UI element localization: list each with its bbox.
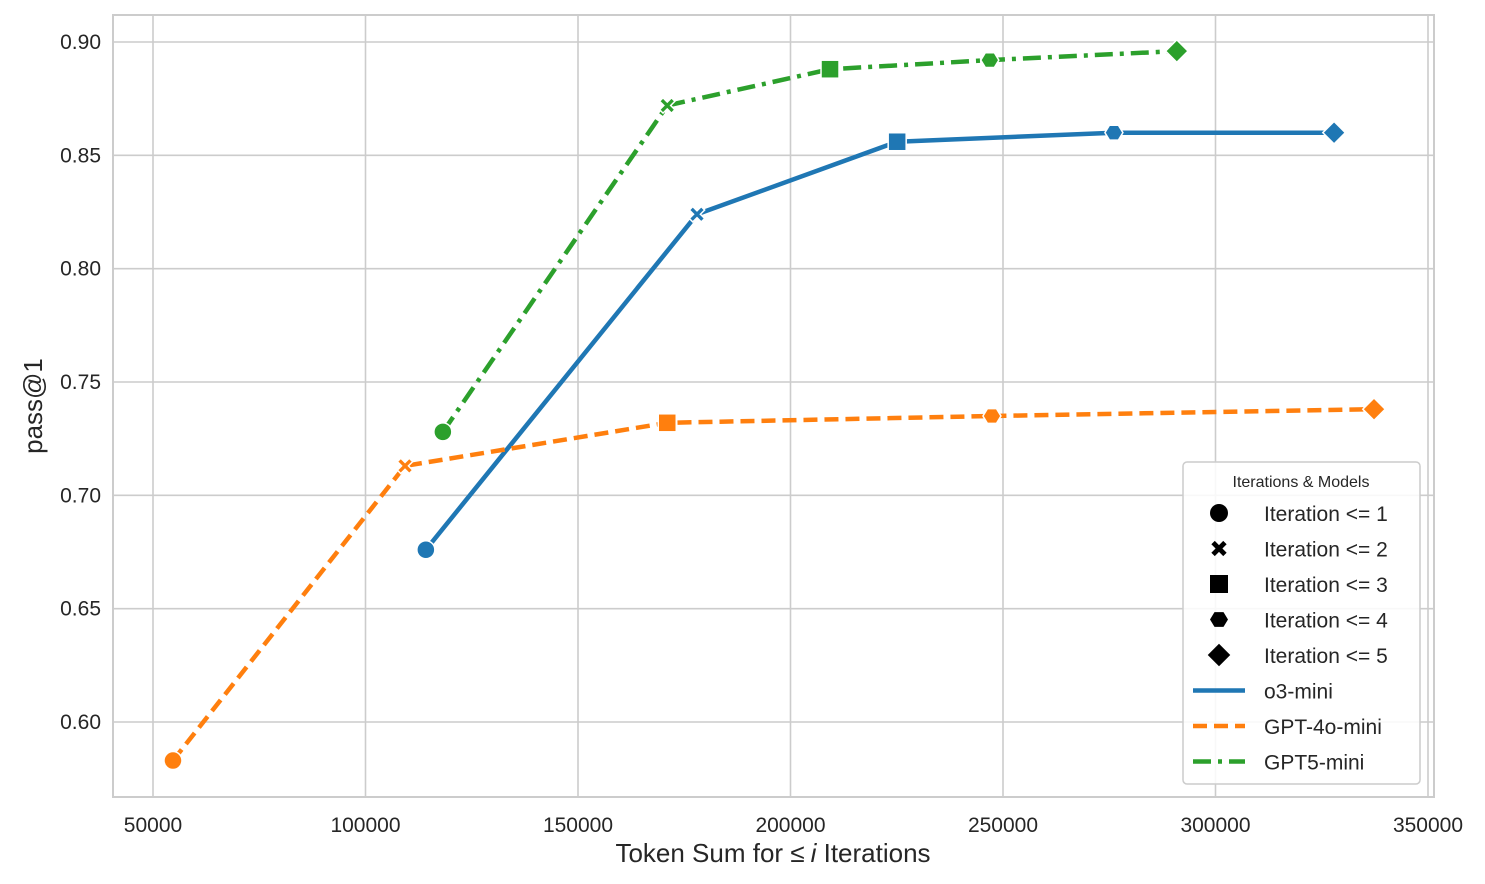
x-tick-label: 350000 — [1393, 814, 1463, 837]
y-tick-label: 0.70 — [60, 484, 101, 507]
legend-item: Iteration <= 4 — [1210, 610, 1388, 633]
marker-hexagon-icon — [979, 51, 1000, 69]
series-line — [441, 48, 1177, 434]
legend-item: Iteration <= 5 — [1207, 643, 1388, 668]
x-axis-label-symbol: ≤ — [790, 838, 804, 868]
series-gpt5-mini — [433, 38, 1190, 442]
y-tick-label: 0.60 — [60, 711, 101, 734]
x-axis-label: Token Sum for ≤ i Iterations — [615, 838, 930, 868]
legend: Iterations & Models Iteration <= 1Iterat… — [1182, 461, 1421, 785]
marker-circle-icon — [433, 422, 453, 442]
x-tick-label: 100000 — [330, 814, 400, 837]
marker-diamond-icon — [1321, 120, 1347, 145]
legend-item: GPT5-mini — [1193, 752, 1364, 775]
series-layer — [163, 38, 1387, 771]
legend-item: GPT-4o-mini — [1193, 716, 1382, 739]
plot-area-frame — [112, 14, 1435, 798]
legend-box — [1182, 461, 1421, 785]
legend-item: o3-mini — [1193, 681, 1333, 704]
x-tick-label: 150000 — [543, 814, 613, 837]
marker-x-icon — [1211, 540, 1227, 557]
legend-title: Iterations & Models — [1233, 474, 1370, 491]
marker-x-icon — [688, 205, 706, 223]
marker-circle-icon — [416, 539, 436, 560]
series-gpt-4o-mini — [163, 396, 1387, 771]
marker-diamond-icon — [1207, 643, 1231, 667]
legend-item: Iteration <= 3 — [1210, 574, 1388, 597]
legend-label: Iteration <= 1 — [1264, 503, 1388, 526]
y-axis-ticks: 0.60 0.65 0.70 0.75 0.80 0.85 0.90 — [60, 31, 101, 734]
legend-item: Iteration <= 1 — [1210, 503, 1388, 526]
marker-x-icon — [396, 457, 414, 475]
legend-label: GPT5-mini — [1264, 752, 1364, 775]
marker-hexagon-icon — [1210, 612, 1228, 627]
legend-item: Iteration <= 2 — [1211, 539, 1388, 562]
marker-circle-icon — [163, 750, 183, 771]
x-axis-label-suffix: Iterations — [816, 838, 930, 868]
marker-x-icon — [658, 96, 676, 115]
y-tick-label: 0.85 — [60, 144, 101, 167]
x-tick-label: 300000 — [1180, 814, 1250, 837]
marker-square-icon — [657, 413, 677, 433]
y-tick-label: 0.75 — [60, 371, 101, 394]
y-tick-label: 0.90 — [60, 31, 101, 54]
y-axis-label: pass@1 — [18, 358, 48, 454]
marker-square-icon — [887, 131, 907, 152]
y-tick-label: 0.65 — [60, 598, 101, 621]
x-axis-label-italic: i — [811, 838, 818, 868]
y-tick-label: 0.80 — [60, 258, 101, 281]
marker-circle-icon — [1210, 504, 1228, 522]
marker-hexagon-icon — [1104, 124, 1124, 141]
legend-label: Iteration <= 3 — [1264, 574, 1388, 597]
legend-label: o3-mini — [1264, 681, 1333, 704]
marker-square-icon — [820, 59, 840, 79]
legend-label: Iteration <= 5 — [1264, 645, 1388, 668]
legend-label: GPT-4o-mini — [1264, 716, 1382, 739]
x-tick-label: 50000 — [124, 814, 182, 837]
marker-diamond-icon — [1361, 396, 1387, 422]
legend-label: Iteration <= 4 — [1264, 610, 1388, 633]
marker-square-icon — [1210, 575, 1228, 593]
marker-hexagon-icon — [982, 407, 1002, 425]
marker-diamond-icon — [1164, 38, 1190, 64]
x-tick-label: 200000 — [755, 814, 825, 837]
x-tick-label: 250000 — [968, 814, 1038, 837]
x-axis-ticks: 50000 100000 150000 200000 250000 300000 35000… — [124, 814, 1463, 837]
series-o3-mini — [416, 120, 1347, 560]
x-axis-label-prefix: Token Sum for — [615, 838, 790, 868]
legend-label: Iteration <= 2 — [1264, 539, 1388, 562]
legend-items: Iteration <= 1 Iteration <= 2 Iteration <=… — [1193, 503, 1388, 775]
